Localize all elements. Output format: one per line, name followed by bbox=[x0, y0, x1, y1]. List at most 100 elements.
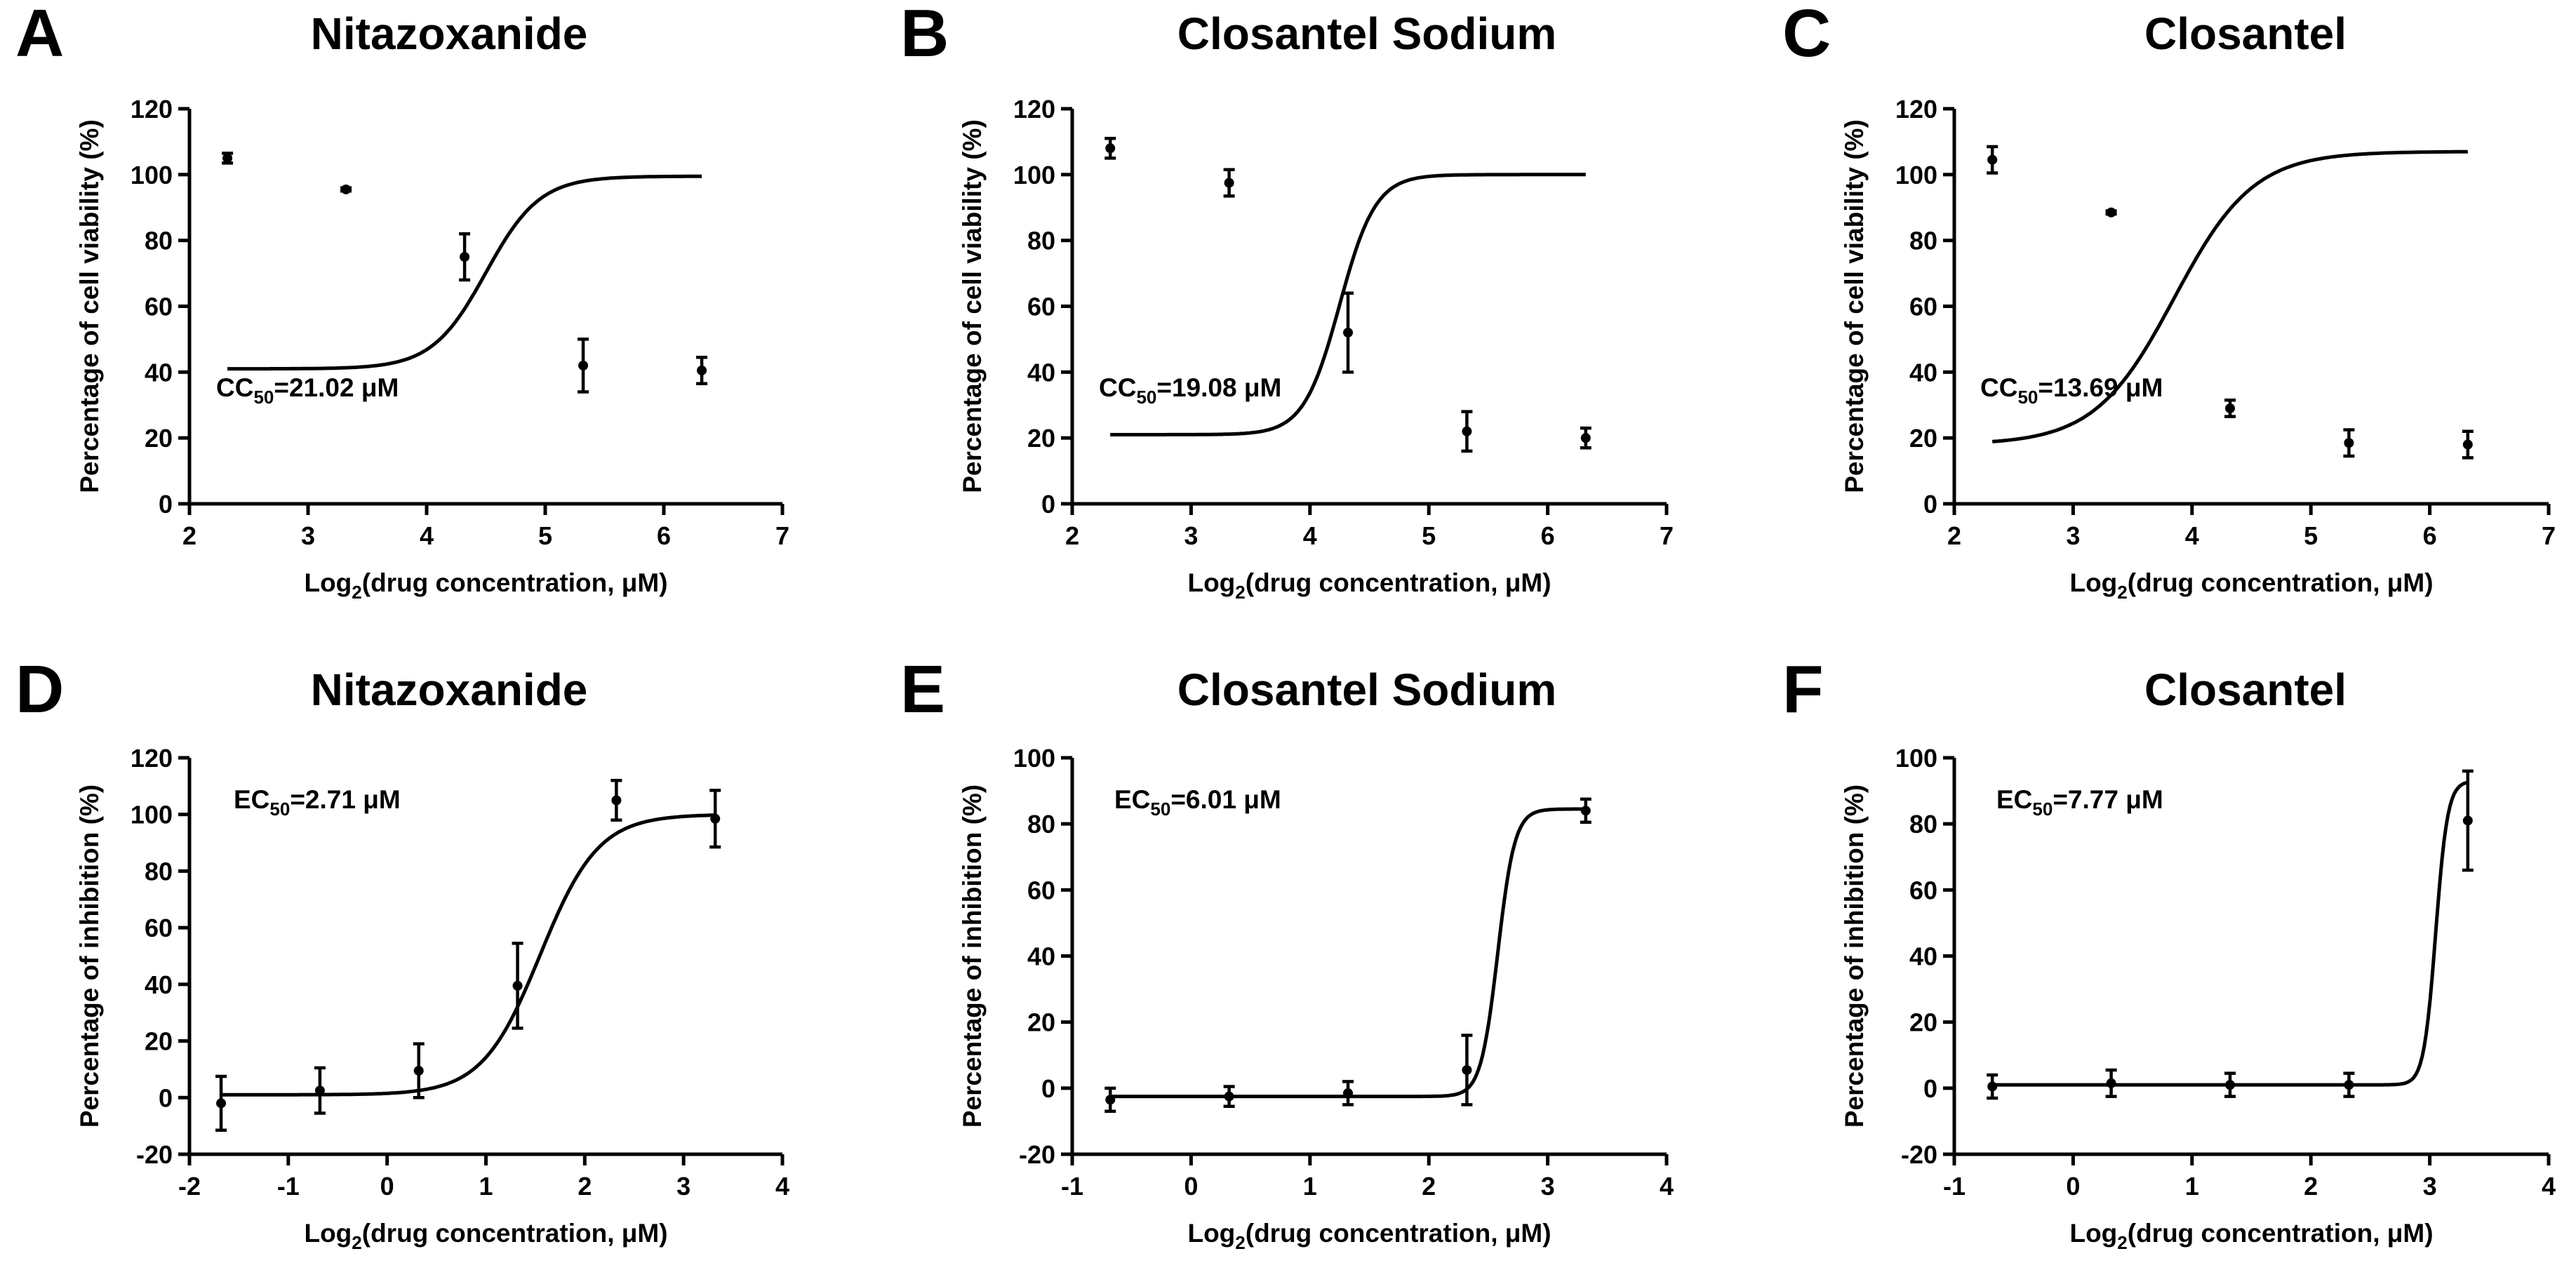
y-axis-label: Percentage of inhibition (%) bbox=[1840, 784, 1869, 1128]
data-point bbox=[697, 365, 707, 375]
annotation-prefix: EC bbox=[1114, 785, 1150, 814]
x-axis-label-sub: 2 bbox=[352, 1232, 361, 1253]
x-axis-label: Log2(drug concentration, μM) bbox=[2069, 1219, 2433, 1253]
data-point bbox=[2462, 815, 2473, 826]
x-axis-label: Log2(drug concentration, μM) bbox=[304, 1219, 667, 1253]
panel-letter: F bbox=[1782, 652, 1824, 727]
panel-title: Closantel Sodium bbox=[1177, 8, 1557, 59]
panel-title: Closantel bbox=[2144, 8, 2347, 59]
fit-curve bbox=[1991, 149, 2468, 443]
data-point bbox=[222, 153, 233, 163]
x-axis-label: Log2(drug concentration, μM) bbox=[1187, 568, 1551, 603]
x-tick-label: 4 bbox=[2185, 521, 2199, 550]
annotation-prefix: CC bbox=[1980, 373, 2017, 402]
x-tick-label: 2 bbox=[1422, 1172, 1436, 1201]
y-tick-label: 60 bbox=[1909, 876, 1937, 904]
annotation: CC50=21.02 μM bbox=[216, 373, 399, 408]
panel-title: Nitazoxanide bbox=[311, 664, 588, 715]
fit-curve bbox=[227, 174, 702, 371]
y-tick-label: 20 bbox=[145, 1027, 173, 1056]
x-tick-label: 1 bbox=[1303, 1172, 1317, 1201]
y-tick-label: 100 bbox=[1013, 744, 1055, 773]
x-tick-label: 3 bbox=[1184, 521, 1198, 550]
data-point bbox=[1580, 433, 1591, 443]
data-point bbox=[1105, 1095, 1116, 1105]
x-axis-label-main: Log bbox=[1187, 568, 1235, 597]
x-axis-label-sub: 2 bbox=[2117, 1232, 2127, 1253]
data-point bbox=[216, 1098, 227, 1109]
panel-letter: D bbox=[15, 652, 64, 727]
annotation-sub: 50 bbox=[2017, 387, 2038, 408]
annotation: CC50=13.69 μM bbox=[1980, 373, 2163, 408]
y-tick-label: 0 bbox=[159, 1083, 173, 1112]
y-tick-label: 20 bbox=[1909, 1008, 1937, 1037]
annotation: EC50=6.01 μM bbox=[1114, 785, 1281, 820]
panel-d: D Nitazoxanide -20 0 20 40 60 80 100 120 -2 -1 0 1 2 3 4… bbox=[15, 652, 789, 1253]
data-point bbox=[1343, 328, 1354, 338]
x-tick-label: 6 bbox=[657, 521, 671, 550]
x-axis-label-rest: (drug concentration, μM) bbox=[362, 568, 668, 597]
x-axis-label: Log2(drug concentration, μM) bbox=[1187, 1219, 1551, 1253]
y-tick-label: 100 bbox=[1013, 161, 1055, 189]
y-tick-label: -20 bbox=[1019, 1140, 1055, 1169]
x-axis-label-main: Log bbox=[304, 568, 352, 597]
annotation: EC50=7.77 μM bbox=[1996, 785, 2163, 820]
y-tick-label: 100 bbox=[131, 161, 173, 189]
x-tick-label: 4 bbox=[1660, 1172, 1674, 1201]
y-tick-label: 120 bbox=[1013, 95, 1055, 123]
y-tick-label: -20 bbox=[136, 1140, 173, 1169]
data-point bbox=[2344, 438, 2354, 448]
annotation: CC50=19.08 μM bbox=[1099, 373, 1281, 408]
panel-letter: A bbox=[15, 0, 64, 71]
x-tick-label: 5 bbox=[1422, 521, 1436, 550]
data-point bbox=[2462, 439, 2473, 450]
y-tick-label: 80 bbox=[1027, 810, 1055, 838]
x-axis-label-main: Log bbox=[304, 1219, 352, 1248]
y-tick-label: 120 bbox=[131, 95, 173, 123]
y-tick-label: 80 bbox=[1027, 227, 1055, 255]
x-tick-label: 2 bbox=[182, 521, 196, 550]
x-tick-label: 2 bbox=[1065, 521, 1079, 550]
annotation-sub: 50 bbox=[1136, 387, 1156, 408]
annotation-rest: =19.08 μM bbox=[1156, 373, 1281, 402]
x-tick-label: -1 bbox=[277, 1172, 300, 1201]
data-point bbox=[1105, 143, 1116, 154]
x-tick-label: 7 bbox=[1660, 521, 1674, 550]
y-tick-label: 20 bbox=[1027, 424, 1055, 453]
annotation-prefix: CC bbox=[1099, 373, 1136, 402]
annotation-prefix: EC bbox=[234, 785, 269, 814]
y-tick-label: 120 bbox=[1895, 95, 1937, 123]
x-tick-label: 3 bbox=[2066, 521, 2080, 550]
x-tick-label: 2 bbox=[578, 1172, 592, 1201]
panel-e: E Closantel Sodium -20 0 20 40 60 80 100 -1 0 1 2 3 4 L… bbox=[900, 652, 1674, 1253]
x-axis-label-sub: 2 bbox=[352, 582, 361, 603]
annotation-rest: =21.02 μM bbox=[274, 373, 399, 402]
x-axis-label-main: Log bbox=[1187, 1219, 1235, 1248]
x-tick-label: 6 bbox=[2423, 521, 2437, 550]
x-tick-label: 5 bbox=[538, 521, 552, 550]
y-tick-label: 20 bbox=[1909, 424, 1937, 453]
data-point bbox=[1580, 806, 1591, 816]
x-axis-label-main: Log bbox=[2069, 1219, 2117, 1248]
x-tick-label: 3 bbox=[301, 521, 315, 550]
fit-curve bbox=[1992, 780, 2469, 1087]
data-point bbox=[413, 1065, 424, 1076]
y-tick-label: 80 bbox=[1909, 810, 1937, 838]
y-tick-label: 40 bbox=[1027, 358, 1055, 387]
data-point bbox=[341, 184, 352, 194]
y-tick-label: 100 bbox=[131, 801, 173, 829]
y-tick-label: 0 bbox=[1923, 1074, 1937, 1103]
y-tick-label: 100 bbox=[1895, 161, 1937, 189]
x-tick-label: 4 bbox=[2542, 1172, 2556, 1201]
y-tick-label: 20 bbox=[145, 424, 173, 453]
data-point bbox=[578, 360, 589, 370]
x-tick-label: 6 bbox=[1541, 521, 1555, 550]
y-axis-label: Percentage of cell viability (%) bbox=[75, 119, 104, 493]
x-tick-label: 7 bbox=[775, 521, 789, 550]
annotation-sub: 50 bbox=[2032, 798, 2053, 820]
data-point bbox=[1462, 426, 1472, 436]
data-point bbox=[460, 252, 470, 262]
panel-title: Closantel bbox=[2144, 664, 2347, 715]
